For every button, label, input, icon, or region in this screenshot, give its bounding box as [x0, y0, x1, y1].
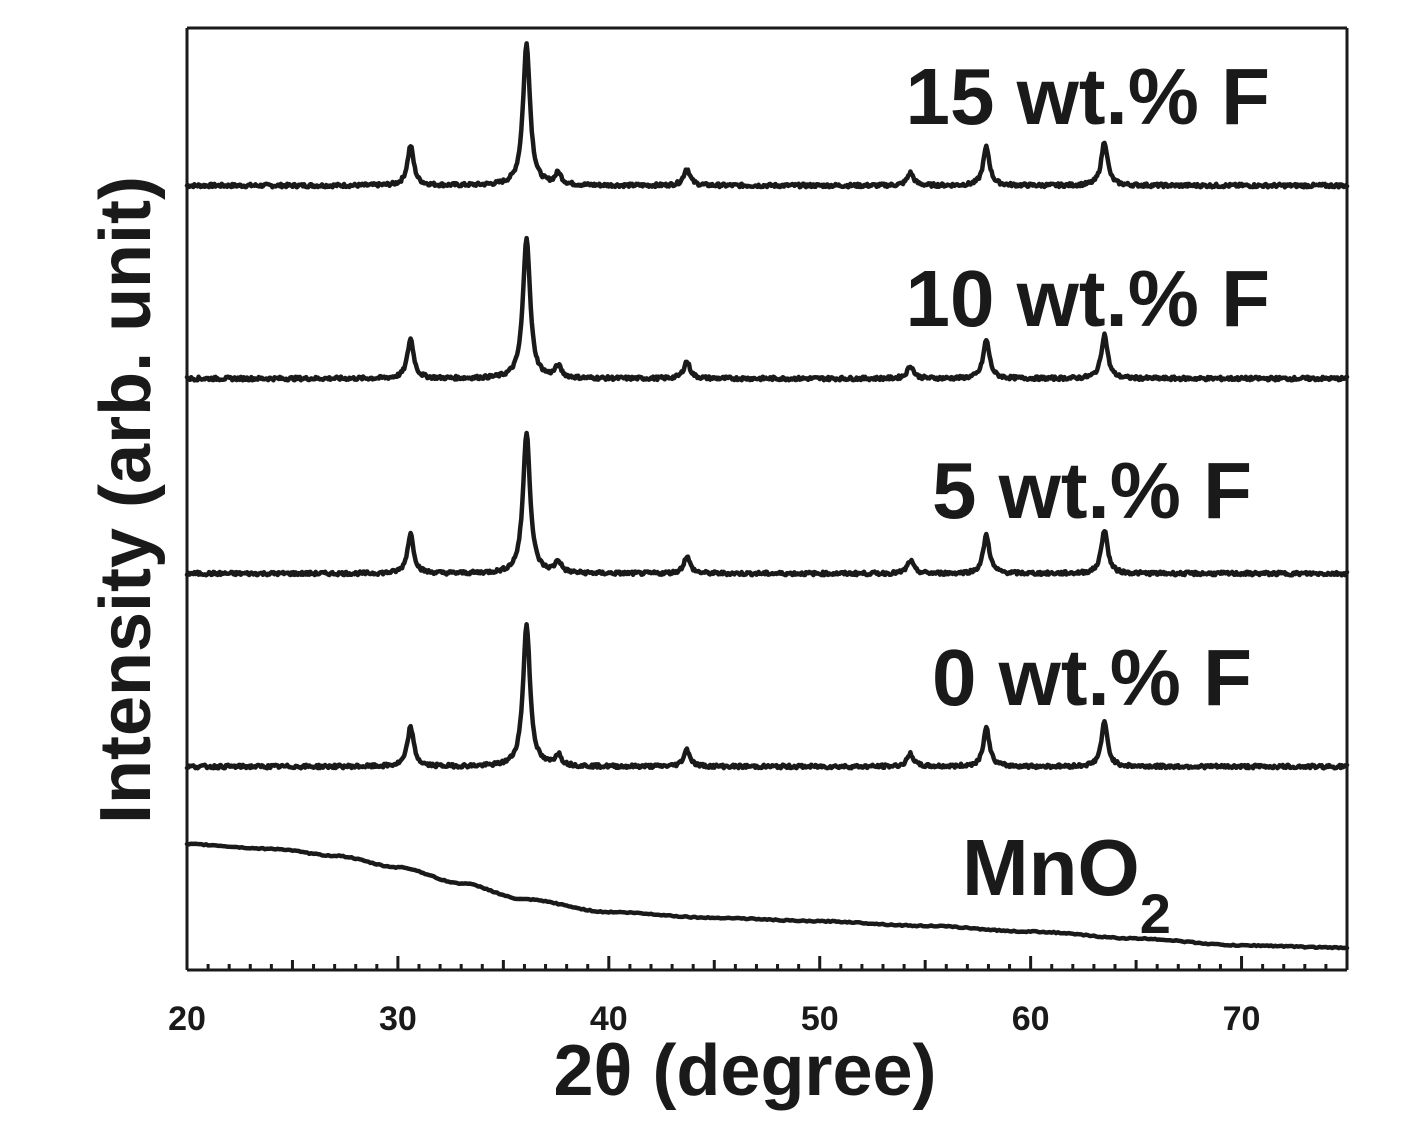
- series-label-15: 15 wt.% F: [905, 52, 1270, 141]
- series-label-10: 10 wt.% F: [905, 254, 1270, 343]
- x-ticks: 20 30 40 50 60 70: [168, 956, 1349, 1038]
- x-tick-label: 40: [590, 1000, 628, 1038]
- series-labels: 15 wt.% F 10 wt.% F 5 wt.% F 0 wt.% F Mn…: [905, 52, 1270, 945]
- series-trace-0-wt-f: [184, 622, 1350, 771]
- x-tick-label: 20: [168, 1000, 206, 1038]
- series-label-mno2: MnO2: [962, 823, 1171, 945]
- mno2-subscript: 2: [1140, 882, 1171, 945]
- x-tick-label: 30: [379, 1000, 417, 1038]
- axes: 20 30 40 50 60 70: [168, 26, 1349, 1038]
- x-tick-label: 50: [801, 1000, 839, 1038]
- series-trace-15-wt-f: [184, 41, 1350, 190]
- series-label-5: 5 wt.% F: [932, 446, 1252, 535]
- traces: [184, 41, 1350, 951]
- x-tick-label: 70: [1223, 1000, 1261, 1038]
- x-tick-label: 60: [1012, 1000, 1050, 1038]
- series-trace-5-wt-f: [184, 430, 1350, 578]
- mno2-main: MnO: [962, 823, 1140, 912]
- series-trace-mno-: [184, 841, 1350, 951]
- y-axis-title: Intensity (arb. unit): [86, 176, 166, 824]
- x-axis-title: 2θ (degree): [553, 1031, 936, 1111]
- series-label-0: 0 wt.% F: [932, 633, 1252, 722]
- plot-area: [184, 41, 1350, 951]
- series-trace-10-wt-f: [184, 235, 1350, 383]
